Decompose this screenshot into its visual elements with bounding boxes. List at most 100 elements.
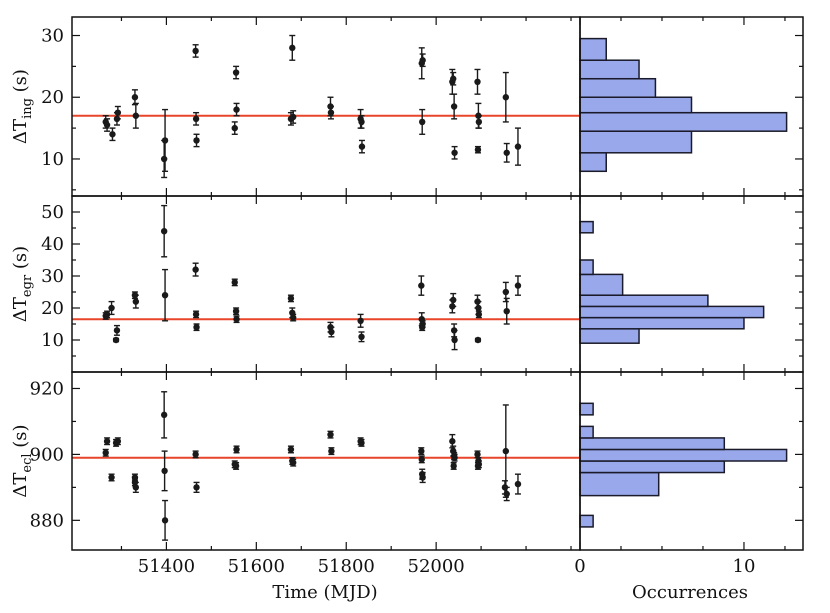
marker: [193, 484, 200, 491]
data-point-eclipse-0: [102, 448, 109, 457]
data-point-ingress-22: [358, 139, 366, 154]
y-tick-label-eclipse: 900: [30, 444, 64, 465]
y-axis-label-unit: (s): [10, 246, 31, 275]
marker: [328, 328, 335, 336]
histogram-bar-egress-0: [579, 328, 640, 344]
marker: [418, 456, 425, 463]
data-point-egress-11: [193, 323, 200, 332]
marker: [114, 109, 122, 116]
histogram-bar-egress-5: [579, 259, 594, 276]
histogram-bar-ingress-3: [579, 96, 693, 114]
histogram-x-axis-label: Occurrences: [632, 582, 748, 603]
marker: [451, 149, 458, 156]
data-point-ingress-34: [502, 71, 510, 123]
y-axis-label-symbol: ΔT: [10, 473, 31, 498]
y-axis-label-eclipse: ΔTecl (s): [10, 424, 35, 497]
marker: [161, 467, 168, 475]
data-point-egress-3: [113, 324, 121, 336]
data-point-egress-25: [419, 323, 426, 332]
data-point-egress-27: [450, 292, 457, 308]
marker: [502, 288, 510, 296]
marker: [514, 143, 522, 150]
y-tick-label-ingress: 10: [41, 149, 64, 170]
marker: [474, 146, 482, 153]
data-point-egress-7: [160, 204, 168, 258]
data-point-eclipse-38: [503, 486, 510, 502]
marker: [450, 75, 457, 82]
data-point-eclipse-11: [192, 450, 199, 459]
marker: [108, 304, 115, 312]
histogram-bar-egress-1: [579, 316, 745, 330]
data-point-eclipse-4: [114, 437, 122, 446]
marker: [475, 118, 483, 126]
marker: [289, 314, 297, 321]
marker: [358, 333, 365, 340]
data-point-egress-14: [233, 315, 240, 324]
marker: [503, 490, 510, 498]
data-point-egress-36: [514, 275, 522, 296]
data-point-eclipse-9: [161, 450, 168, 492]
data-point-ingress-20: [357, 108, 364, 129]
y-tick-label-eclipse: 880: [30, 510, 64, 531]
marker: [419, 118, 426, 126]
marker: [160, 155, 168, 163]
data-point-egress-2: [108, 300, 115, 316]
data-point-ingress-9: [192, 44, 199, 58]
marker: [192, 311, 200, 318]
marker: [192, 115, 200, 123]
data-point-eclipse-8: [160, 391, 168, 439]
data-point-egress-10: [192, 310, 200, 319]
marker: [231, 279, 238, 286]
data-point-ingress-6: [132, 102, 140, 129]
ticks-layer: [72, 17, 803, 550]
y-tick-label-egress: 20: [41, 298, 64, 319]
marker: [192, 266, 199, 273]
marker: [451, 336, 458, 344]
data-point-ingress-33: [474, 145, 482, 154]
data-point-egress-19: [328, 326, 335, 338]
data-point-eclipse-23: [418, 447, 425, 456]
marker: [287, 295, 295, 302]
data-point-eclipse-26: [419, 471, 426, 484]
marker: [160, 228, 168, 235]
marker: [475, 311, 483, 318]
data-point-ingress-5: [131, 89, 139, 106]
main-frame-egress: [71, 195, 581, 373]
data-point-ingress-32: [475, 115, 483, 129]
data-point-egress-12: [231, 278, 238, 287]
marker: [474, 462, 482, 470]
histogram-bar-ingress-5: [579, 59, 640, 80]
x-tick-label: 51600: [228, 556, 285, 577]
marker: [450, 296, 457, 304]
y-axis-label-ingress: ΔTing (s): [10, 69, 35, 144]
marker: [193, 137, 200, 144]
histogram-bar-ingress-0: [579, 152, 607, 173]
marker: [102, 449, 109, 456]
data-point-eclipse-1: [103, 437, 111, 446]
data-point-eclipse-24: [418, 455, 425, 464]
data-point-egress-20: [357, 313, 364, 328]
data-point-eclipse-35: [474, 461, 482, 470]
histogram-bar-egress-4: [579, 273, 624, 296]
marker: [474, 78, 481, 86]
data-point-eclipse-22: [358, 438, 365, 447]
data-point-ingress-27: [450, 71, 457, 86]
marker: [451, 454, 458, 461]
histogram-bar-eclipse-5: [579, 425, 594, 439]
y-tick-label-eclipse: 920: [30, 378, 64, 399]
hist-x-tick-label: 0: [574, 556, 585, 577]
data-point-egress-4: [112, 336, 120, 344]
histogram-bar-ingress-1: [579, 130, 693, 154]
marker: [161, 292, 169, 299]
data-point-ingress-17: [289, 110, 297, 124]
marker: [419, 57, 426, 64]
marker: [103, 438, 111, 445]
data-point-eclipse-30: [451, 453, 458, 462]
histogram-bar-eclipse-3: [579, 448, 788, 462]
data-point-ingress-15: [289, 34, 296, 61]
data-point-eclipse-39: [514, 473, 522, 495]
data-point-egress-32: [475, 310, 483, 319]
data-point-eclipse-31: [450, 461, 457, 470]
y-axis-label-unit: (s): [10, 69, 31, 98]
